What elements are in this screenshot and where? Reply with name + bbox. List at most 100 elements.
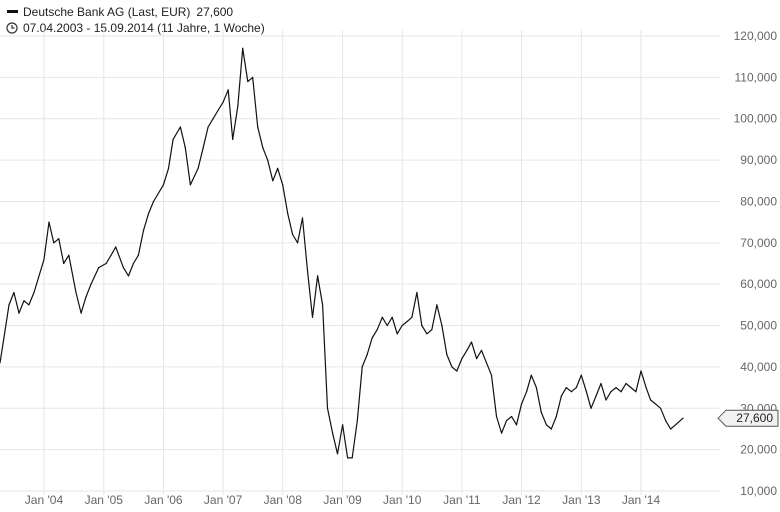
data-point <box>297 242 299 244</box>
data-point <box>277 167 279 169</box>
y-tick-label: 90,000 <box>740 153 777 167</box>
data-point <box>421 324 423 327</box>
data-point <box>515 424 518 426</box>
last-value-badge <box>717 409 779 427</box>
data-point <box>322 304 324 306</box>
data-point <box>520 403 523 405</box>
data-point <box>610 391 612 393</box>
data-point <box>167 167 170 169</box>
data-point <box>366 353 368 356</box>
data-point <box>466 349 468 351</box>
data-point <box>68 254 70 256</box>
data-point <box>470 341 473 343</box>
data-point <box>232 138 234 140</box>
data-point <box>590 407 592 409</box>
data-point <box>361 366 363 368</box>
data-point <box>595 395 597 397</box>
data-point <box>217 109 219 112</box>
data-point <box>530 374 532 376</box>
data-point <box>48 221 50 223</box>
data-point <box>670 428 672 430</box>
data-point <box>376 329 378 331</box>
data-point <box>3 337 5 339</box>
data-point <box>570 391 573 393</box>
data-point <box>441 324 443 327</box>
data-point <box>292 233 294 236</box>
data-point <box>495 415 498 418</box>
data-point <box>132 262 134 265</box>
data-point <box>451 366 453 368</box>
data-point <box>655 403 657 405</box>
data-point <box>267 159 269 161</box>
data-point <box>287 213 289 215</box>
data-point <box>585 391 588 393</box>
last-value-tag: 27,600 <box>717 409 779 427</box>
data-point <box>401 324 403 327</box>
data-point <box>326 407 329 409</box>
data-point <box>436 304 438 306</box>
data-point <box>197 167 199 169</box>
data-point <box>85 296 87 298</box>
data-point <box>212 118 214 120</box>
data-point <box>625 382 627 385</box>
data-point <box>207 126 209 128</box>
data-point <box>257 126 259 128</box>
data-point <box>282 184 284 186</box>
data-point <box>381 316 383 318</box>
date-range-row: 07.04.2003 - 15.09.2014 (11 Jahre, 1 Woc… <box>6 20 265 36</box>
x-axis: Jan '04 Jan '05 Jan '06 Jan '07 Jan '08 Jan '… <box>25 493 661 507</box>
data-point <box>505 420 508 422</box>
last-value-label: 27,600 <box>736 411 773 425</box>
y-tick-label: 40,000 <box>740 360 777 374</box>
data-point <box>105 262 107 265</box>
data-point <box>545 424 548 426</box>
data-point <box>660 407 662 409</box>
data-point <box>252 76 254 78</box>
series-line <box>0 47 684 459</box>
x-tick-label: Jan '06 <box>144 493 183 507</box>
date-range: 07.04.2003 - 15.09.2014 (11 Jahre, 1 Woc… <box>23 21 265 35</box>
data-point <box>13 291 15 294</box>
data-point <box>560 395 563 397</box>
data-point <box>162 184 164 186</box>
data-point <box>575 387 577 389</box>
data-point <box>342 424 344 426</box>
data-point <box>272 180 274 182</box>
data-point <box>311 316 314 318</box>
chart-header: Deutsche Bank AG (Last, EUR) 27,600 07.0… <box>6 4 265 36</box>
y-tick-label: 100,000 <box>734 112 778 126</box>
data-point <box>391 316 393 318</box>
data-point <box>650 399 652 401</box>
data-point <box>115 246 117 248</box>
y-tick-label: 110,000 <box>735 70 778 84</box>
data-point <box>242 47 244 50</box>
data-point <box>127 275 130 277</box>
data-point <box>386 324 388 327</box>
data-point <box>480 349 483 351</box>
data-point <box>630 387 632 389</box>
data-point <box>426 333 428 335</box>
data-point <box>147 213 149 215</box>
data-point <box>682 417 684 419</box>
data-point <box>63 262 65 265</box>
y-axis: 120,000 110,000 100,000 90,000 80,000 70,000 6… <box>734 29 778 498</box>
x-tick-label: Jan '12 <box>502 493 541 507</box>
y-tick-label: 70,000 <box>740 236 777 250</box>
x-tick-label: Jan '11 <box>443 493 481 507</box>
data-point <box>456 370 458 372</box>
data-point <box>411 316 413 318</box>
data-point <box>262 147 264 149</box>
data-point <box>526 391 528 393</box>
series-name: Deutsche Bank AG (Last, EUR) <box>23 5 191 19</box>
x-tick-label: Jan '09 <box>323 493 362 507</box>
data-point <box>247 80 249 83</box>
data-point <box>202 147 204 149</box>
data-point <box>580 374 582 376</box>
data-point <box>485 362 488 364</box>
data-point <box>476 358 478 360</box>
data-point <box>600 382 602 385</box>
data-point <box>605 399 607 401</box>
x-tick-label: Jan '04 <box>25 493 64 507</box>
data-point <box>431 329 433 331</box>
data-point <box>301 217 304 219</box>
